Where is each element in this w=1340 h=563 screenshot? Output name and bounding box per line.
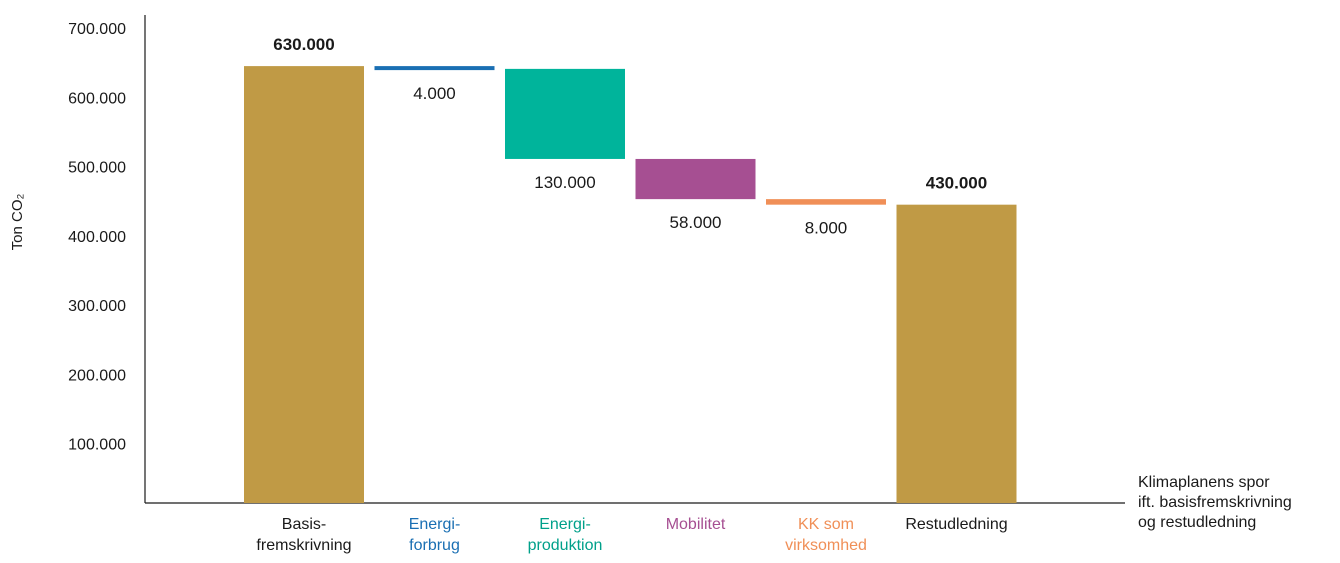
category-label-basis: Basis-fremskrivning: [256, 516, 351, 554]
y-tick-label: 500.000: [68, 160, 126, 177]
value-label-energiforbrug: 4.000: [413, 84, 456, 103]
bar-energiproduktion: [505, 68, 625, 159]
value-label-mobilitet: 58.000: [670, 213, 722, 232]
value-labels-group: 630.000 4.000 130.000 58.000 8.000 430.000: [273, 35, 987, 238]
bar-restudledning: [896, 204, 1017, 503]
y-axis-label: Ton CO₂: [9, 193, 26, 250]
category-label-energiproduktion: Energi-produktion: [528, 516, 603, 554]
y-tick-label: 300.000: [68, 298, 126, 315]
y-tick-labels: 100.000 200.000 300.000 400.000 500.000 600.0…: [68, 21, 126, 454]
y-tick-label: 200.000: [68, 367, 126, 384]
y-tick-label: 700.000: [68, 21, 126, 38]
value-label-energiproduktion: 130.000: [534, 173, 595, 192]
bar-basis: [244, 66, 364, 503]
category-labels-group: Basis-fremskrivning Energi-forbrug Energi-…: [256, 516, 1007, 554]
bar-mobilitet: [635, 158, 756, 200]
y-tick-label: 100.000: [68, 437, 126, 454]
category-label-kk: KK som virksomhed: [785, 516, 867, 554]
bar-kk: [766, 199, 886, 205]
y-tick-label: 600.000: [68, 90, 126, 107]
y-tick-label: 400.000: [68, 229, 126, 246]
x-axis-label: Klimaplanens spor ift. basisfremskrivning…: [1138, 474, 1292, 531]
bar-energiforbrug: [374, 66, 495, 71]
bars-group: [244, 66, 1017, 503]
category-label-restudledning: Restudledning: [905, 516, 1007, 533]
value-label-basis: 630.000: [273, 35, 334, 54]
value-label-kk: 8.000: [805, 219, 848, 238]
value-label-restudledning: 430.000: [926, 174, 987, 193]
category-label-energiforbrug: Energi-forbrug: [409, 516, 461, 554]
category-label-mobilitet: Mobilitet: [666, 516, 726, 533]
